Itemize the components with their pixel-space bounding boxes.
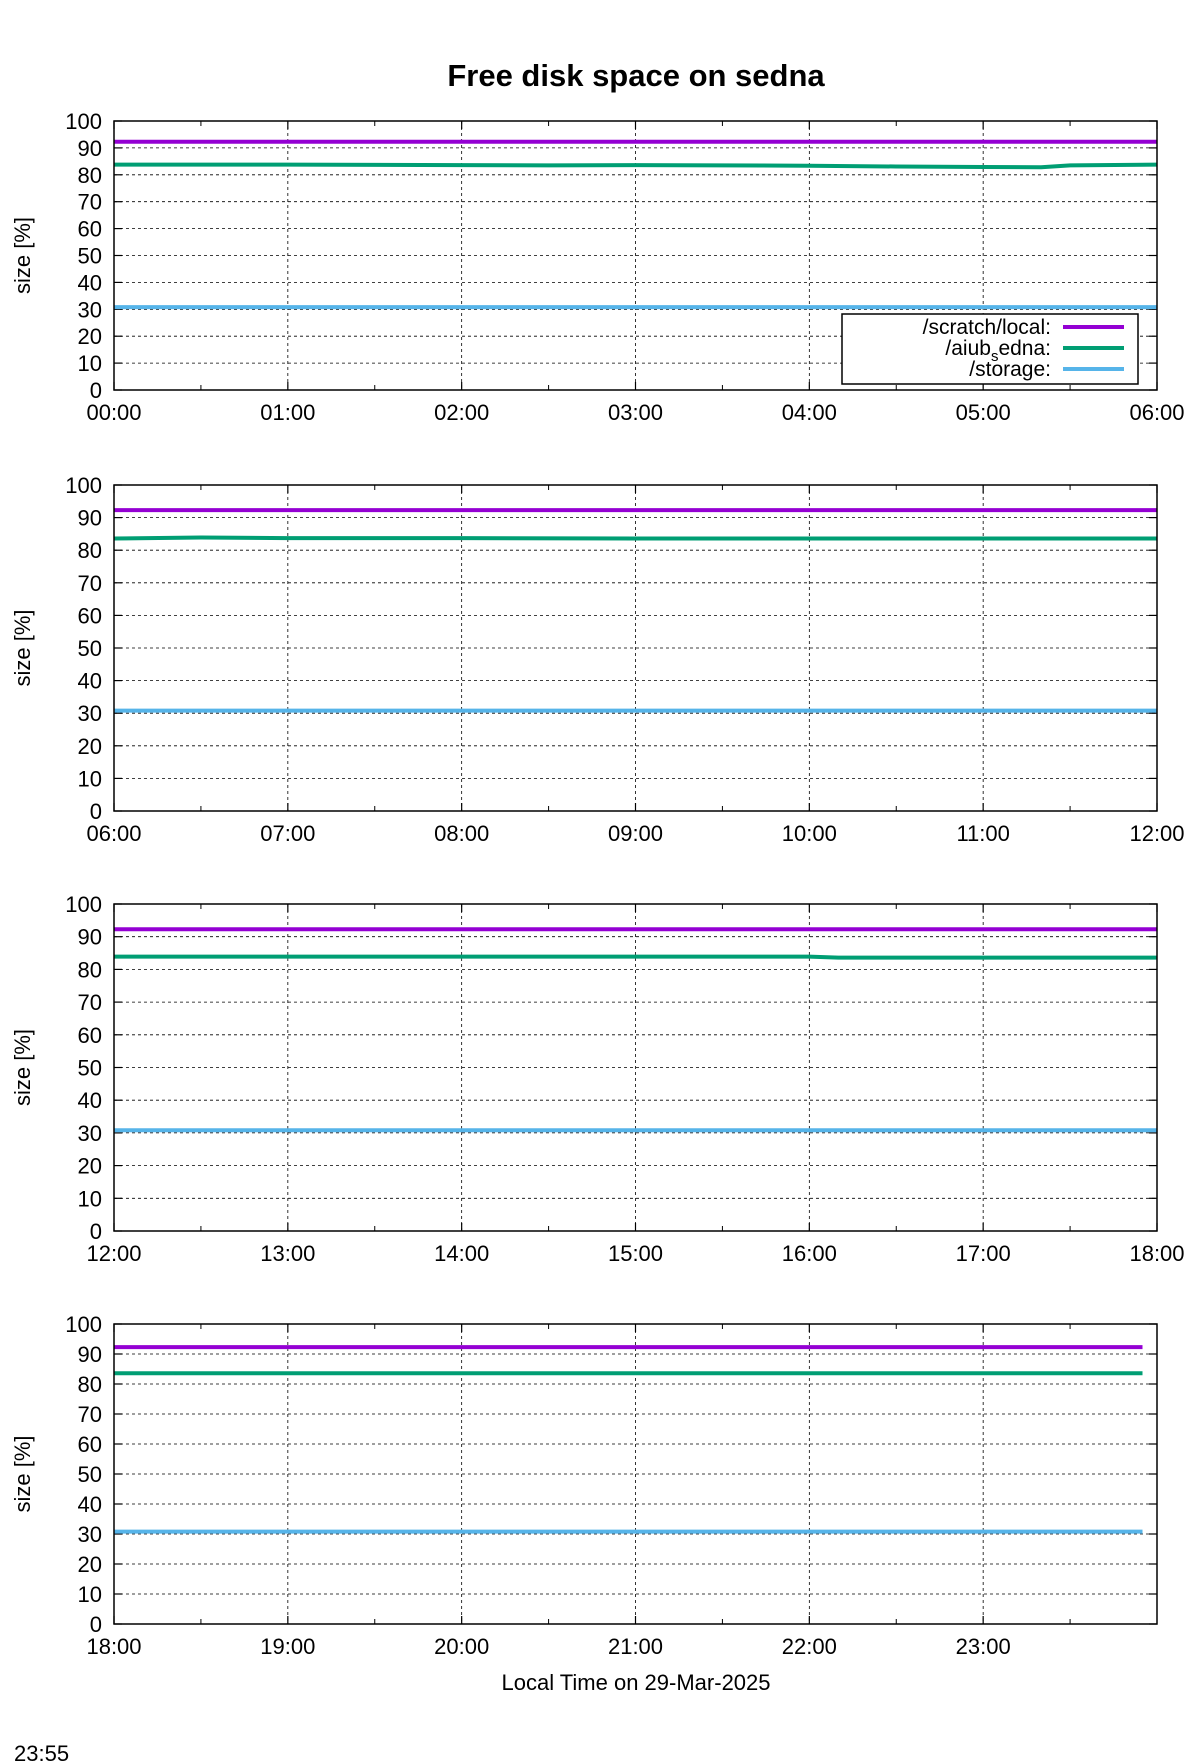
y-tick-label: 70 [78,990,102,1015]
plot-frame [113,903,1158,1232]
y-tick-label: 100 [65,892,102,917]
y-tick-label: 10 [78,351,102,376]
y-tick-label: 20 [78,324,102,349]
series-line-aiubsedna [113,535,1157,541]
y-tick-label: 70 [78,1402,102,1427]
x-tick-label: 06:00 [86,821,141,846]
x-tick-label: 18:00 [1129,1241,1184,1266]
y-tick-label: 10 [78,766,102,791]
y-tick-label: 100 [65,1312,102,1337]
x-tick-label: 12:00 [1129,821,1184,846]
legend-label: /storage: [969,358,1051,381]
x-tick-label: 01:00 [260,400,315,425]
plot-frame [113,120,1158,391]
y-tick-label: 90 [78,506,102,531]
y-tick-label: 50 [78,1462,102,1487]
x-tick-label: 17:00 [956,1241,1011,1266]
y-tick-label: 20 [78,1154,102,1179]
series-line-aiubsedna [114,162,1158,170]
y-tick-label: 10 [78,1186,102,1211]
y-tick-label: 40 [78,1492,102,1517]
x-tick-label: 05:00 [956,400,1011,425]
y-tick-label: 90 [78,136,102,161]
y-tick-label: 80 [78,1372,102,1397]
x-axis-title: Local Time on 29-Mar-2025 [501,1670,770,1695]
y-tick-label: 100 [65,473,102,498]
x-tick-label: 08:00 [434,821,489,846]
y-tick-label: 90 [78,1342,102,1367]
y-tick-label: 80 [78,538,102,563]
plot-frame [113,1323,1158,1625]
y-tick-label: 90 [78,925,102,950]
y-tick-label: 40 [78,1088,102,1113]
y-tick-label: 60 [78,217,102,242]
y-tick-label: 50 [78,244,102,269]
y-axis-title: size [%] [10,1435,35,1512]
y-axis-title: size [%] [10,217,35,294]
x-tick-label: 20:00 [434,1634,489,1659]
y-tick-label: 70 [78,190,102,215]
x-tick-label: 23:00 [956,1634,1011,1659]
plot-frame [113,484,1158,812]
y-tick-label: 30 [78,1522,102,1547]
y-tick-label: 0 [90,799,102,824]
x-tick-label: 15:00 [608,1241,663,1266]
y-tick-label: 10 [78,1582,102,1607]
legend-label: /scratch/local: [923,316,1051,339]
y-axis-title: size [%] [10,1029,35,1106]
y-tick-label: 100 [65,109,102,134]
y-tick-label: 20 [78,734,102,759]
y-tick-label: 40 [78,669,102,694]
y-tick-label: 40 [78,270,102,295]
x-tick-label: 10:00 [782,821,837,846]
y-tick-label: 30 [78,701,102,726]
x-tick-label: 14:00 [434,1241,489,1266]
x-tick-label: 03:00 [608,400,663,425]
legend: /scratch/local:/aiubsedna:/storage: [841,313,1139,385]
x-tick-label: 02:00 [434,400,489,425]
x-tick-label: 21:00 [608,1634,663,1659]
y-tick-label: 60 [78,603,102,628]
y-tick-label: 30 [78,1121,102,1146]
x-tick-label: 13:00 [260,1241,315,1266]
x-tick-label: 00:00 [86,400,141,425]
panel-4: 0 10 20 30 40 50 60 70 80 90 100 18:00 19:00 20:00 21:… [10,1312,1158,1659]
x-tick-label: 18:00 [86,1634,141,1659]
panel-2: 0 10 20 30 40 50 60 70 80 90 100 06:00 07:00 08:00 09:… [10,473,1185,846]
y-tick-label: 60 [78,1432,102,1457]
x-tick-label: 19:00 [260,1634,315,1659]
chart-title: Free disk space on sedna [447,58,825,93]
y-tick-label: 50 [78,636,102,661]
x-tick-label: 16:00 [782,1241,837,1266]
x-tick-label: 09:00 [608,821,663,846]
y-tick-label: 80 [78,957,102,982]
y-tick-label: 30 [78,297,102,322]
series-line-aiubsedna [114,954,1157,960]
y-tick-label: 0 [90,1219,102,1244]
y-tick-label: 80 [78,163,102,188]
y-tick-label: 70 [78,571,102,596]
panel-3: 0 10 20 30 40 50 60 70 80 90 100 12:00 13:00 14:00 15:… [10,892,1185,1266]
y-tick-label: 0 [90,378,102,403]
x-tick-label: 12:00 [86,1241,141,1266]
x-tick-label: 04:00 [782,400,837,425]
footer-timestamp: 23:55 [14,1741,69,1763]
y-tick-label: 0 [90,1612,102,1637]
y-tick-label: 50 [78,1056,102,1081]
x-tick-label: 06:00 [1129,400,1184,425]
x-tick-label: 11:00 [956,821,1009,846]
y-tick-label: 20 [78,1552,102,1577]
y-tick-label: 60 [78,1023,102,1048]
x-tick-label: 22:00 [782,1634,837,1659]
x-tick-label: 07:00 [260,821,315,846]
y-axis-title: size [%] [10,609,35,686]
